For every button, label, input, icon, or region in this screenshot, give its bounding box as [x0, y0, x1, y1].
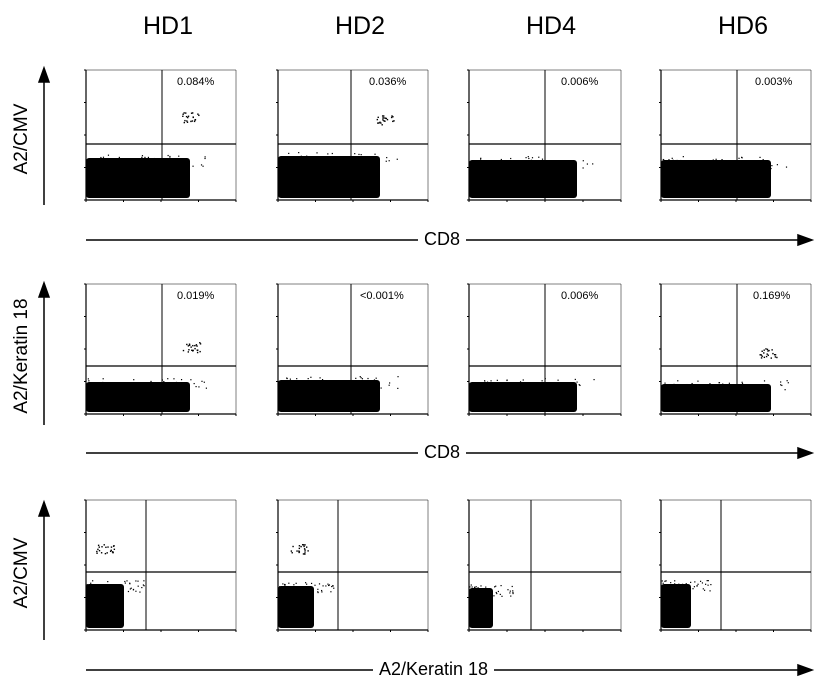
plot-cmv-vs-cd8-hd4 — [467, 68, 623, 202]
cell-population — [469, 160, 577, 198]
pct-r2-hd6: 0.169% — [753, 290, 790, 302]
row1-x-label: CD8 — [418, 229, 466, 250]
plot-cmv-vs-keratin-hd2 — [276, 498, 430, 632]
plot-cmv-vs-keratin-hd1 — [84, 498, 238, 632]
plot-keratin-vs-cd8-hd2 — [276, 282, 430, 416]
pct-r1-hd6: 0.003% — [755, 76, 792, 88]
plot-keratin-vs-cd8-hd1 — [84, 282, 238, 416]
plot-keratin-vs-cd8-hd4 — [467, 282, 623, 416]
cell-population — [661, 160, 771, 198]
pct-r2-hd4: 0.006% — [561, 290, 598, 302]
pct-r1-hd2: 0.036% — [369, 76, 406, 88]
cell-population — [86, 158, 190, 198]
plot-keratin-vs-cd8-hd6 — [659, 282, 813, 416]
cell-population — [278, 156, 380, 198]
pct-r2-hd1: 0.019% — [177, 290, 214, 302]
plot-cmv-vs-cd8-hd2 — [276, 68, 430, 202]
cell-population — [278, 586, 314, 628]
plot-cmv-vs-keratin-hd4 — [467, 498, 623, 632]
row2-x-label: CD8 — [418, 442, 466, 463]
pct-r2-hd2: <0.001% — [360, 290, 404, 302]
cell-population — [469, 588, 493, 628]
pct-r1-hd1: 0.084% — [177, 76, 214, 88]
cell-population — [278, 380, 380, 412]
pct-r1-hd4: 0.006% — [561, 76, 598, 88]
row3-x-label: A2/Keratin 18 — [373, 659, 494, 680]
plot-cmv-vs-cd8-hd6 — [659, 68, 813, 202]
plot-cmv-vs-keratin-hd6 — [659, 498, 813, 632]
cell-population — [469, 382, 577, 412]
plot-cmv-vs-cd8-hd1 — [84, 68, 238, 202]
cell-population — [661, 584, 691, 628]
